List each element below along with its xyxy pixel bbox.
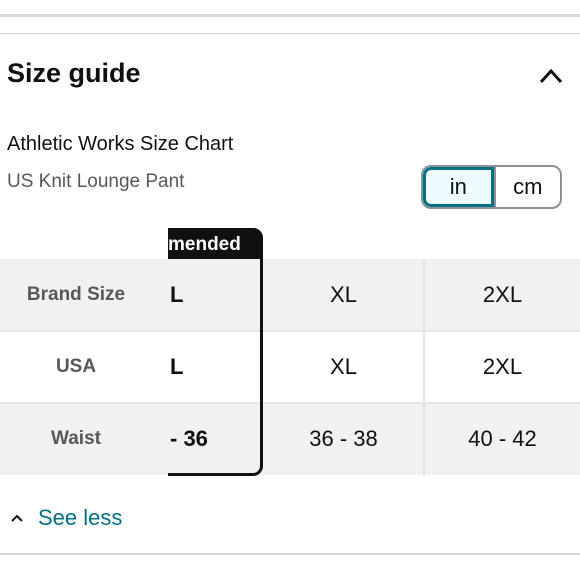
table-row: USA L XL 2XL <box>0 331 580 403</box>
see-less-link[interactable]: See less <box>10 505 122 531</box>
size-cell: 2XL <box>482 282 523 307</box>
row-label: USA <box>55 356 97 377</box>
size-cell: 40 - 42 <box>468 426 537 451</box>
size-cell: XL <box>330 282 357 307</box>
section-divider <box>0 33 580 34</box>
size-cell: XL <box>330 354 357 379</box>
chart-title: Athletic Works Size Chart <box>7 133 234 155</box>
column-divider <box>423 259 425 476</box>
unit-cm-button[interactable]: cm <box>493 167 561 207</box>
see-less-label: See less <box>38 505 123 530</box>
recommended-column-outline <box>168 228 263 476</box>
row-divider <box>0 402 580 404</box>
unit-toggle: in cm <box>421 165 562 209</box>
recommended-cell: L <box>170 282 184 307</box>
top-strip <box>0 0 580 17</box>
bottom-divider <box>0 553 580 555</box>
section-title: Size guide <box>7 58 141 88</box>
row-label: Waist <box>51 428 101 449</box>
table-row: Waist - 36 36 - 38 40 - 42 <box>0 403 580 475</box>
row-divider <box>0 330 580 332</box>
row-label: Brand Size <box>26 284 126 305</box>
recommended-cell: L <box>170 354 184 379</box>
unit-in-button[interactable]: in <box>423 167 494 207</box>
recommended-cell: - 36 <box>170 426 208 451</box>
chevron-up-icon[interactable] <box>538 66 564 86</box>
table-row: Brand Size L XL 2XL <box>0 259 580 331</box>
chart-subtitle: US Knit Lounge Pant <box>7 171 185 192</box>
size-cell: 2XL <box>482 354 523 379</box>
size-cell: 36 - 38 <box>309 426 378 451</box>
chevron-up-small-icon <box>11 514 23 522</box>
recommended-header: mended <box>168 228 263 259</box>
